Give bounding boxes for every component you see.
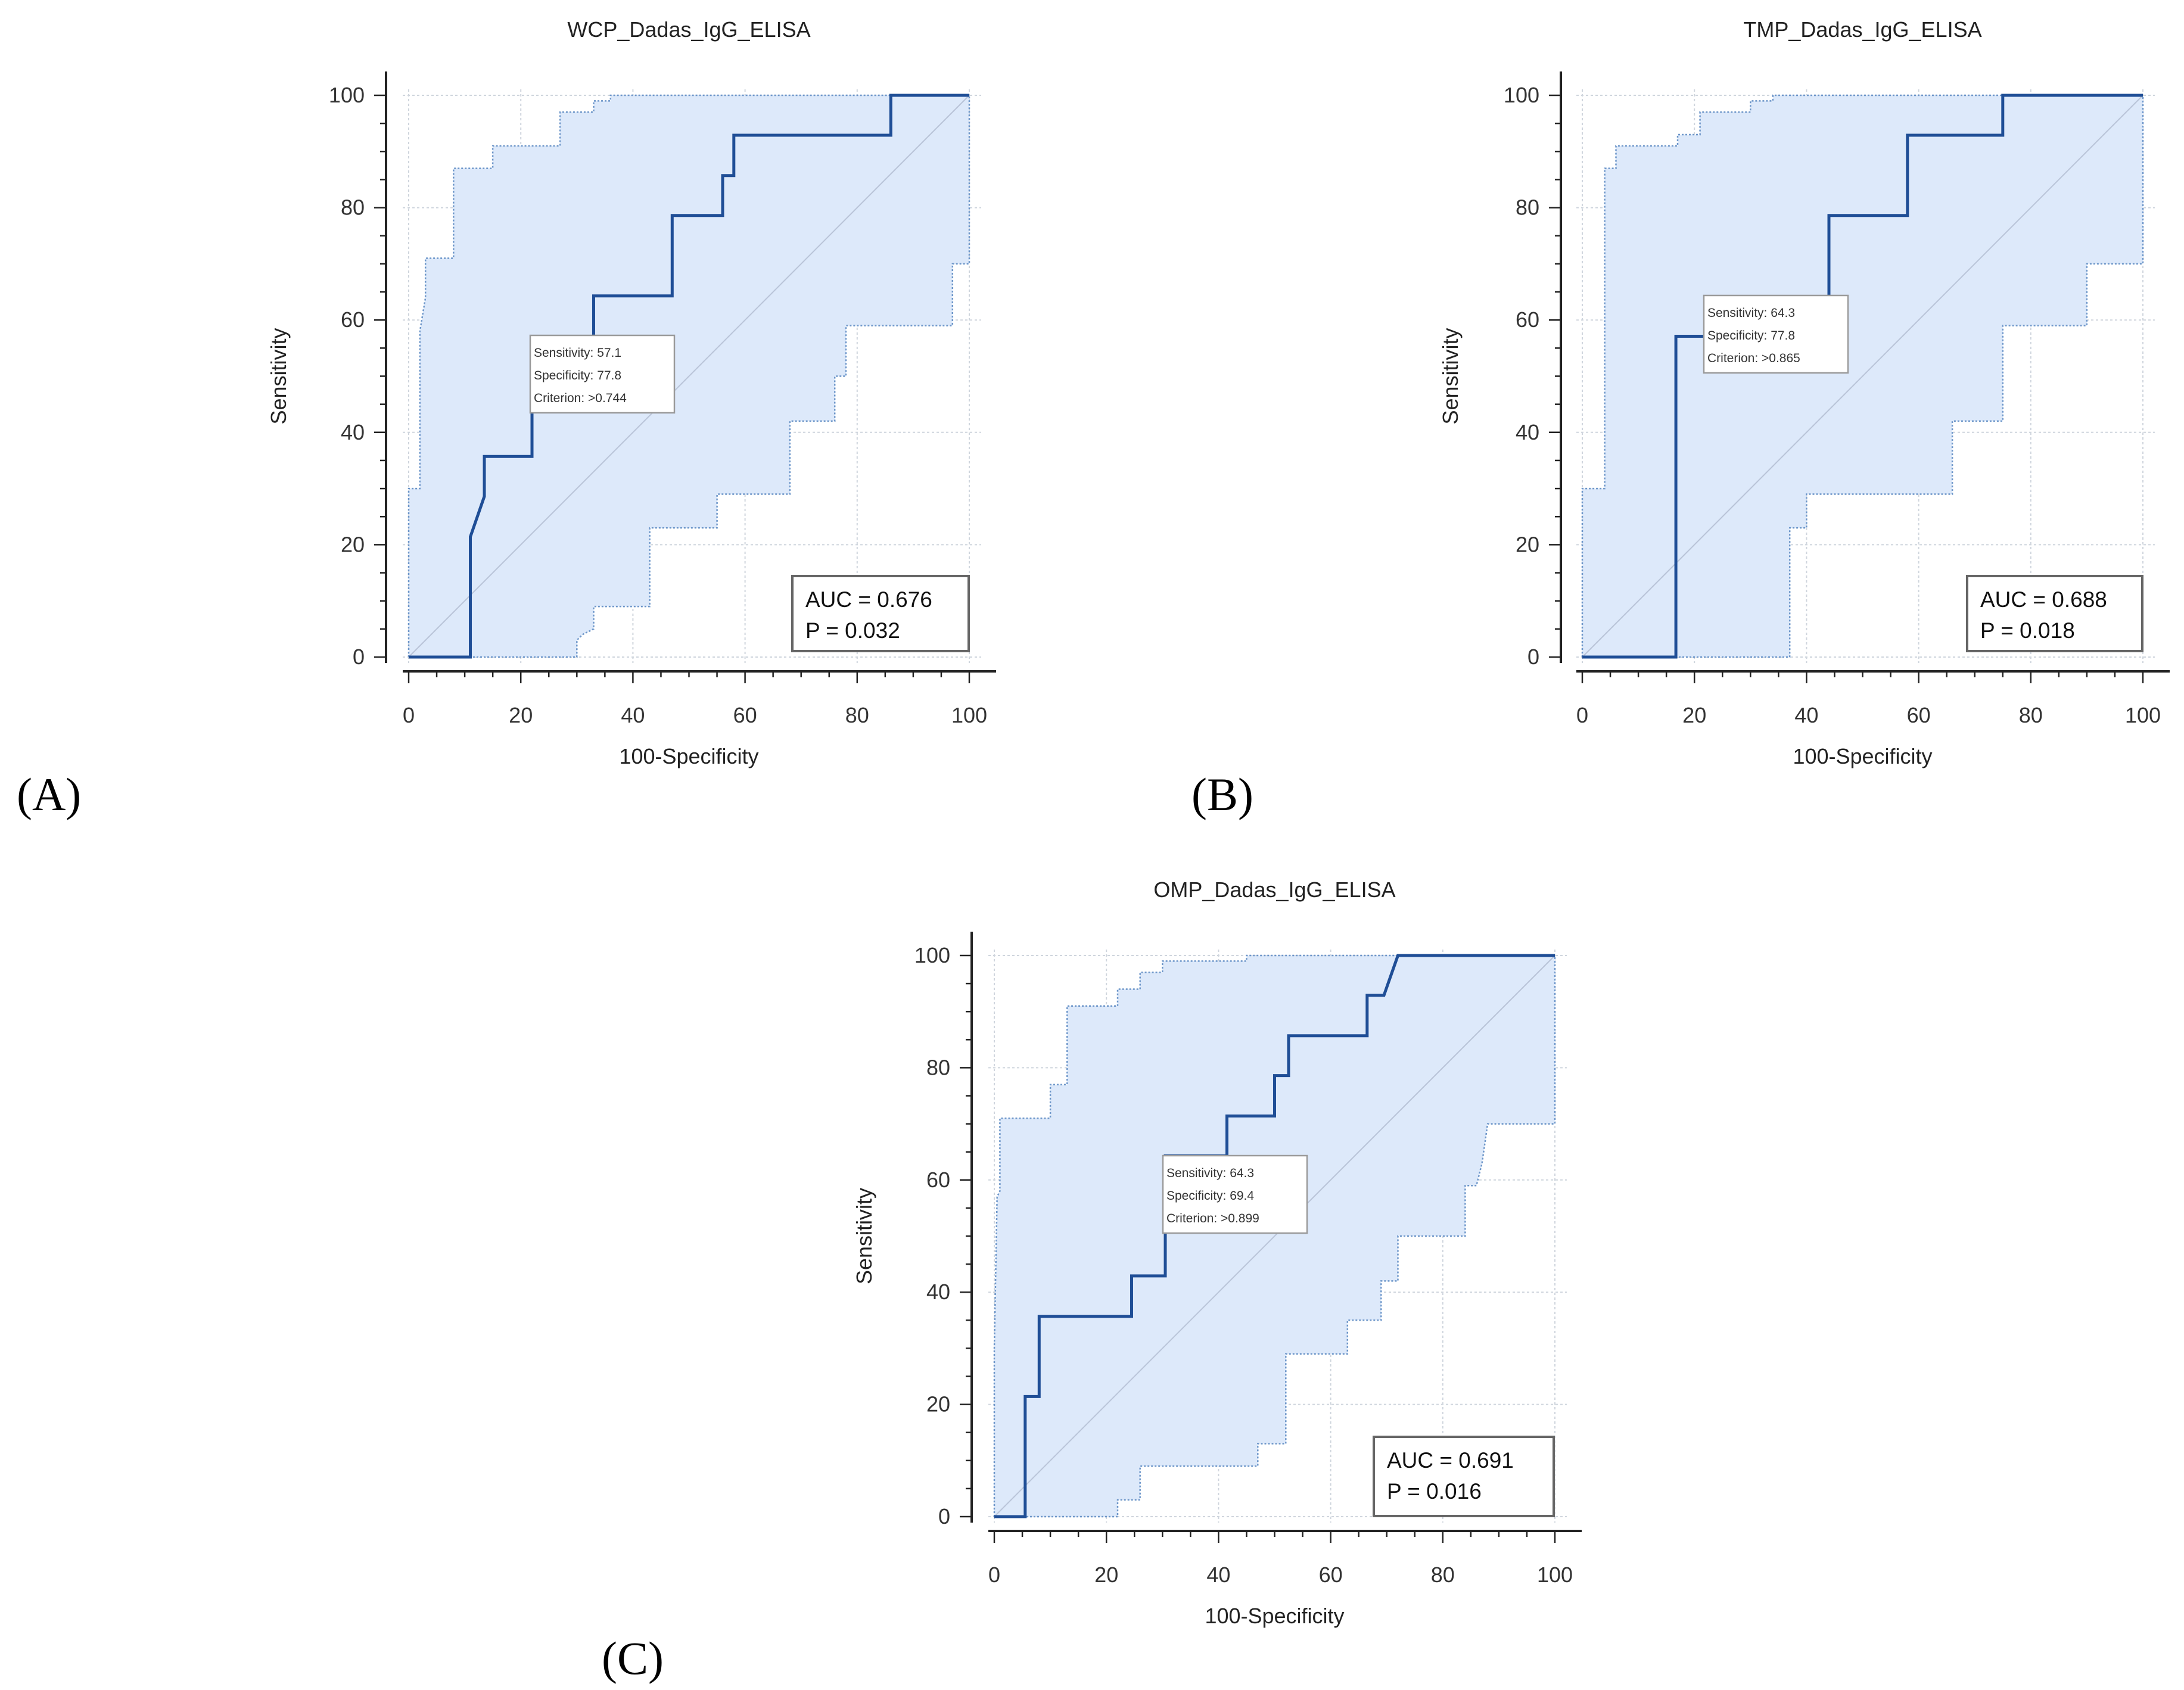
- roc-curve: [409, 94, 969, 659]
- y-tick-label: 80: [926, 1055, 950, 1079]
- auc-value: AUC = 0.676: [805, 587, 932, 612]
- y-tick-label: 80: [341, 195, 365, 220]
- criterion-box: [1703, 294, 1849, 374]
- chart-title: OMP_Dadas_IgG_ELISA: [1153, 877, 1395, 902]
- x-tick-label: 80: [2019, 703, 2043, 727]
- auc-value: AUC = 0.688: [1980, 587, 2107, 612]
- ci-lower-line: [1582, 95, 2144, 658]
- y-tick-label: 80: [1516, 195, 1539, 220]
- ci-upper-line: [1581, 94, 2143, 657]
- y-axis-title: Sensitivity: [266, 328, 291, 424]
- ci-lower-line: [994, 956, 1556, 1518]
- chart-title: WCP_Dadas_IgG_ELISA: [567, 17, 810, 42]
- criterion-criterion-text: Criterion: >0.744: [534, 391, 627, 405]
- criterion-specificity-text: Specificity: 77.8: [534, 369, 621, 382]
- y-axis-title: Sensitivity: [852, 1188, 876, 1284]
- x-tick-label: 0: [403, 703, 415, 727]
- p-value: P = 0.018: [1980, 618, 2075, 643]
- x-tick-label: 20: [1682, 703, 1706, 727]
- criterion-box: [529, 334, 676, 414]
- panel-label-a: (A): [17, 768, 81, 820]
- y-axis-title: Sensitivity: [1438, 328, 1463, 424]
- y-tick-label: 0: [353, 645, 365, 669]
- auc-box: [791, 575, 970, 652]
- y-tick-label: 40: [926, 1280, 950, 1304]
- panel-label-c: (C): [602, 1632, 664, 1684]
- criterion-specificity-text: Specificity: 77.8: [1707, 329, 1795, 343]
- x-axis-title: 100-Specificity: [1793, 744, 1932, 768]
- x-tick-label: 80: [845, 703, 869, 727]
- x-tick-label: 20: [1094, 1563, 1118, 1587]
- panel-label-b: (B): [1191, 768, 1253, 820]
- x-tick-label: 0: [1576, 703, 1588, 727]
- criterion-box: [1162, 1154, 1308, 1234]
- y-tick-label: 20: [926, 1392, 950, 1417]
- y-tick-label: 20: [341, 532, 365, 556]
- x-axis-title: 100-Specificity: [619, 744, 758, 768]
- y-tick-label: 100: [329, 83, 365, 107]
- roc-chart-c: OMP_Dadas_IgG_ELISA 0 0 20 20 40 40 60 60 80 80 100…: [852, 877, 1582, 1628]
- x-tick-label: 0: [988, 1563, 1000, 1587]
- x-tick-label: 60: [1907, 703, 1931, 727]
- x-tick-label: 20: [509, 703, 533, 727]
- criterion-sensitivity-text: Sensitivity: 64.3: [1707, 306, 1795, 320]
- reference-diagonal: [408, 95, 970, 658]
- chart-title: TMP_Dadas_IgG_ELISA: [1743, 17, 1981, 42]
- y-tick-label: 0: [1527, 645, 1539, 669]
- y-tick-label: 100: [914, 943, 950, 967]
- y-tick-label: 60: [341, 307, 365, 332]
- y-tick-label: 40: [1516, 420, 1539, 444]
- criterion-specificity-text: Specificity: 69.4: [1166, 1189, 1254, 1203]
- y-tick-label: 40: [341, 420, 365, 444]
- p-value: P = 0.016: [1387, 1479, 1482, 1504]
- x-tick-label: 100: [951, 703, 987, 727]
- criterion-criterion-text: Criterion: >0.899: [1166, 1212, 1259, 1225]
- y-tick-label: 100: [1504, 83, 1539, 107]
- x-tick-label: 40: [1794, 703, 1818, 727]
- roc-chart-a: WCP_Dadas_IgG_ELISA 0 0 20 20 40 40 60 60 80 80 100…: [266, 17, 996, 768]
- criterion-criterion-text: Criterion: >0.865: [1707, 351, 1800, 365]
- y-tick-label: 0: [938, 1504, 950, 1529]
- x-tick-label: 40: [1206, 1563, 1230, 1587]
- y-tick-label: 60: [1516, 307, 1539, 332]
- ci-upper-line: [407, 94, 969, 657]
- x-tick-label: 100: [2125, 703, 2161, 727]
- roc-curve: [994, 954, 1555, 1518]
- x-tick-label: 60: [1319, 1563, 1343, 1587]
- auc-box: [1966, 575, 2143, 652]
- x-tick-label: 80: [1431, 1563, 1455, 1587]
- y-tick-label: 20: [1516, 532, 1539, 556]
- x-tick-label: 100: [1537, 1563, 1573, 1587]
- criterion-sensitivity-text: Sensitivity: 57.1: [534, 346, 621, 360]
- y-tick-label: 60: [926, 1168, 950, 1192]
- roc-curve: [1582, 94, 2143, 659]
- reference-diagonal: [994, 955, 1555, 1517]
- x-tick-label: 40: [621, 703, 645, 727]
- x-tick-label: 60: [733, 703, 757, 727]
- roc-chart-b: TMP_Dadas_IgG_ELISA 0 0 20 20 40 40 60 60 80 80 100…: [1438, 17, 2170, 768]
- criterion-sensitivity-text: Sensitivity: 64.3: [1166, 1166, 1254, 1180]
- auc-value: AUC = 0.691: [1387, 1448, 1514, 1473]
- auc-box: [1373, 1436, 1555, 1517]
- ci-upper-line: [993, 954, 1555, 1517]
- p-value: P = 0.032: [805, 618, 900, 643]
- x-axis-title: 100-Specificity: [1205, 1604, 1344, 1628]
